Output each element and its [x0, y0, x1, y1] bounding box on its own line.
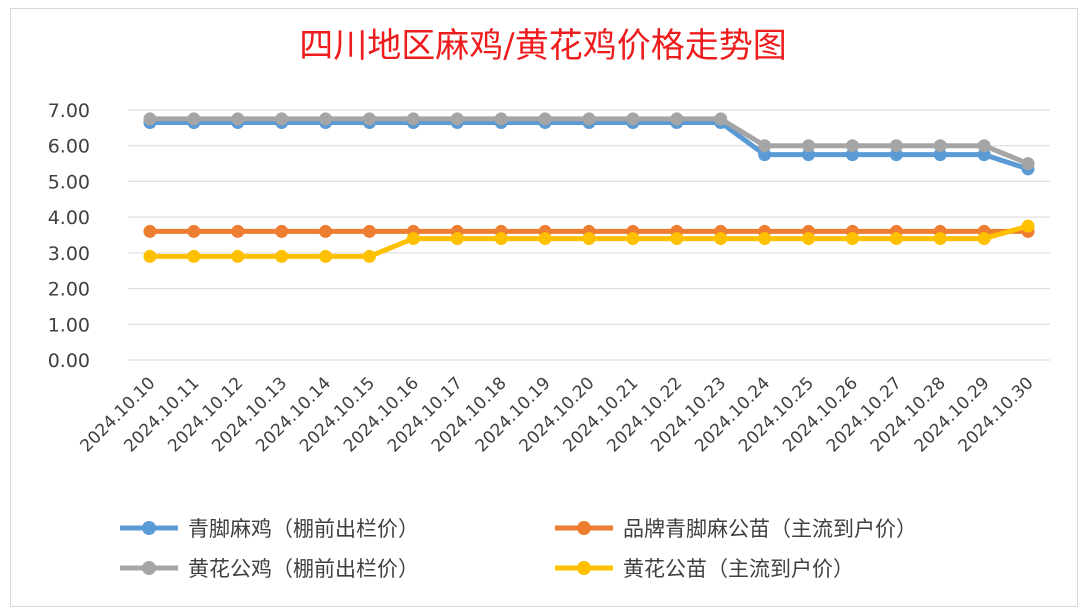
- legend-label: 黄花公鸡（棚前出栏价）: [188, 557, 419, 581]
- data-point: [362, 112, 376, 126]
- legend-swatch-marker: [577, 521, 591, 535]
- data-point: [758, 148, 772, 162]
- data-point: [889, 148, 903, 162]
- data-point: [275, 112, 289, 126]
- data-point: [187, 224, 201, 238]
- y-axis-ticks: 0.00 1.00 2.00 3.00 4.00 5.00 6.00 7.00: [48, 100, 90, 372]
- data-point: [143, 249, 157, 263]
- data-point: [319, 112, 333, 126]
- legend-swatch-marker: [142, 561, 156, 575]
- data-point: [802, 232, 816, 246]
- data-point: [494, 112, 508, 126]
- data-point: [845, 139, 859, 153]
- data-point: [670, 232, 684, 246]
- series-group: [143, 112, 1035, 263]
- data-point: [582, 112, 596, 126]
- data-point: [231, 112, 245, 126]
- data-point: [1021, 157, 1035, 171]
- data-point: [450, 112, 464, 126]
- data-point: [362, 224, 376, 238]
- data-point: [275, 224, 289, 238]
- y-tick-label: 4.00: [48, 207, 90, 229]
- data-point: [977, 148, 991, 162]
- legend-label: 青脚麻鸡（棚前出栏价）: [188, 517, 419, 541]
- data-point: [143, 224, 157, 238]
- y-tick-label: 3.00: [48, 243, 90, 265]
- y-tick-label: 7.00: [48, 100, 90, 122]
- data-point: [143, 112, 157, 126]
- data-point: [275, 249, 289, 263]
- data-point: [626, 232, 640, 246]
- legend-swatch-marker: [577, 561, 591, 575]
- data-point: [845, 232, 859, 246]
- y-tick-label: 6.00: [48, 136, 90, 158]
- legend-swatch-marker: [142, 521, 156, 535]
- y-tick-label: 1.00: [48, 314, 90, 336]
- chart-title: 四川地区麻鸡/黄花鸡价格走势图: [299, 26, 787, 66]
- data-point: [977, 232, 991, 246]
- data-point: [933, 139, 947, 153]
- data-point: [889, 139, 903, 153]
- data-point: [714, 112, 728, 126]
- y-tick-label: 5.00: [48, 171, 90, 193]
- chart-frame: [10, 8, 1078, 607]
- data-point: [802, 148, 816, 162]
- data-point: [406, 112, 420, 126]
- data-point: [538, 232, 552, 246]
- data-point: [187, 112, 201, 126]
- data-point: [582, 232, 596, 246]
- data-point: [1021, 219, 1035, 233]
- data-point: [494, 232, 508, 246]
- data-point: [626, 112, 640, 126]
- data-point: [758, 139, 772, 153]
- x-axis-ticks: 2024.10.102024.10.112024.10.122024.10.13…: [77, 373, 1038, 456]
- legend: 青脚麻鸡（棚前出栏价） 品牌青脚麻公苗（主流到户价） 黄花公鸡（棚前出栏价） 黄花公苗…: [120, 517, 917, 581]
- data-point: [362, 249, 376, 263]
- data-point: [758, 232, 772, 246]
- data-point: [714, 232, 728, 246]
- data-point: [187, 249, 201, 263]
- data-point: [933, 148, 947, 162]
- data-point: [406, 232, 420, 246]
- data-point: [538, 112, 552, 126]
- legend-label: 品牌青脚麻公苗（主流到户价）: [623, 517, 917, 541]
- data-point: [450, 232, 464, 246]
- data-point: [802, 139, 816, 153]
- data-point: [889, 232, 903, 246]
- data-point: [670, 112, 684, 126]
- data-point: [845, 148, 859, 162]
- data-point: [933, 232, 947, 246]
- data-point: [231, 249, 245, 263]
- y-tick-label: 2.00: [48, 279, 90, 301]
- y-tick-label: 0.00: [48, 350, 90, 372]
- data-point: [319, 224, 333, 238]
- data-point: [319, 249, 333, 263]
- data-point: [231, 224, 245, 238]
- legend-label: 黄花公苗（主流到户价）: [623, 557, 854, 581]
- data-point: [977, 139, 991, 153]
